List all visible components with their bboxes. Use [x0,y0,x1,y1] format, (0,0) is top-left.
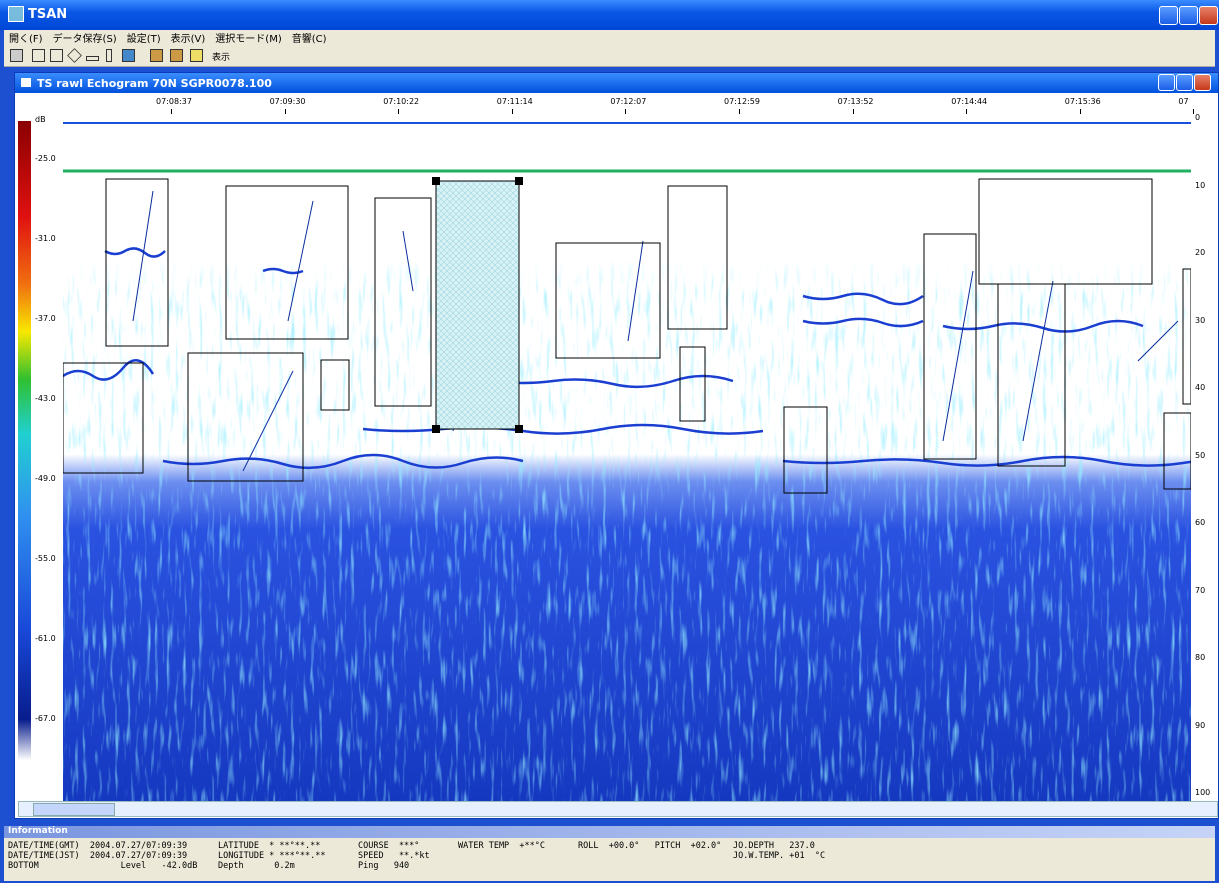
tool-icon[interactable] [150,49,163,62]
depth-label: 100 [1195,788,1210,797]
menu-item[interactable]: 選択モード(M) [215,34,281,45]
colorbar-label: -43.0 [35,394,56,403]
echogram [63,121,1191,801]
colorbar-label: -31.0 [35,234,56,243]
info-header: Information [4,826,1215,838]
depth-label: 20 [1195,248,1205,257]
time-tick [966,109,967,114]
time-label: 07:11:14 [497,97,533,106]
tool-icon[interactable] [122,49,135,62]
colorbar-label: -67.0 [35,714,56,723]
info-field: JO.W.TEMP. +01 °C [733,851,825,861]
depth-label: 80 [1195,653,1205,662]
tool-icon[interactable] [86,56,99,61]
tool-icon[interactable] [67,48,82,63]
menu-item[interactable]: データ保存(S) [53,34,117,45]
app-icon [8,6,24,22]
time-tick [285,109,286,114]
menu-item[interactable]: 表示(V) [171,34,206,45]
colorbar-label: -61.0 [35,634,56,643]
info-rows: DATE/TIME(GMT) 2004.07.27/07:09:39 LATITU… [8,841,1208,881]
time-label: 07:08:37 [156,97,192,106]
depth-label: 40 [1195,383,1205,392]
horizontal-scrollbar[interactable] [18,801,1218,817]
info-field: Ping 940 [358,861,409,871]
info-field: LATITUDE * **°**.** [218,841,320,851]
colorbar-label: -55.0 [35,554,56,563]
info-field: ROLL +00.0° PITCH +02.0° [578,841,721,851]
depth-label: 60 [1195,518,1205,527]
info-field: COURSE ***° [358,841,419,851]
menu-item[interactable]: 開く(F) [9,34,43,45]
scroll-thumb[interactable] [33,803,115,816]
depth-label: 70 [1195,586,1205,595]
time-label: 07 [1178,97,1188,106]
menu-item[interactable]: 設定(T) [127,34,161,45]
tool-icon[interactable] [50,49,63,62]
info-field: BOTTOM Level -42.0dB [8,861,197,871]
info-field: DATE/TIME(JST) 2004.07.27/07:09:39 [8,851,187,861]
depth-label: 90 [1195,721,1205,730]
menu-bar: 開く(F) データ保存(S) 設定(T) 表示(V) 選択モード(M) 音響(C) [4,30,1215,46]
info-field: WATER TEMP +**°C [458,841,545,851]
tool-icon[interactable] [106,49,112,62]
title-bar: TSAN [0,0,1219,30]
colorbar-label: -37.0 [35,314,56,323]
time-tick [512,109,513,114]
menu-item[interactable]: 音響(C) [292,34,327,45]
time-tick [398,109,399,114]
time-label: 07:09:30 [270,97,306,106]
maximize-button[interactable] [1179,6,1198,25]
echogram-window: TS rawl Echogram 70N SGPR0078.100 07:08:… [14,72,1219,819]
screen: TSAN 開く(F) データ保存(S) 設定(T) 表示(V) 選択モード(M) 音響(C… [0,0,1219,883]
colorbar-unit: dB [35,115,46,124]
depth-label: 10 [1195,181,1205,190]
time-label: 07:12:59 [724,97,760,106]
colorbar-label: -25.0 [35,154,56,163]
time-tick [1080,109,1081,114]
info-field: LONGITUDE * ***°**.** [218,851,325,861]
tool-icon[interactable] [10,49,23,62]
info-field: JO.DEPTH 237.0 [733,841,815,851]
info-panel: Information DATE/TIME(GMT) 2004.07.27/07… [4,826,1215,881]
toolbar: 表示 [4,46,1215,67]
time-tick [625,109,626,114]
colorbar-label: -49.0 [35,474,56,483]
time-label: 07:15:36 [1065,97,1101,106]
info-field: Depth 0.2m [218,861,295,871]
time-label: 07:10:22 [383,97,419,106]
tool-icon[interactable] [32,49,45,62]
depth-label: 50 [1195,451,1205,460]
time-label: 07:14:44 [951,97,987,106]
depth-label: 0 [1195,113,1200,122]
tool-icon[interactable] [190,49,203,62]
tool-icon[interactable] [170,49,183,62]
close-button[interactable] [1199,6,1218,25]
time-label: 07:12:07 [610,97,646,106]
info-field: SPEED **.*kt [358,851,430,861]
info-title: Information [8,826,68,836]
time-label: 07:13:52 [838,97,874,106]
display-button[interactable]: 表示 [212,50,230,63]
window-title: TSAN [28,7,67,22]
depth-label: 30 [1195,316,1205,325]
info-field: DATE/TIME(GMT) 2004.07.27/07:09:39 [8,841,187,851]
color-bar [18,121,31,801]
minimize-button[interactable] [1159,6,1178,25]
time-tick [171,109,172,114]
time-tick [853,109,854,114]
time-tick [739,109,740,114]
